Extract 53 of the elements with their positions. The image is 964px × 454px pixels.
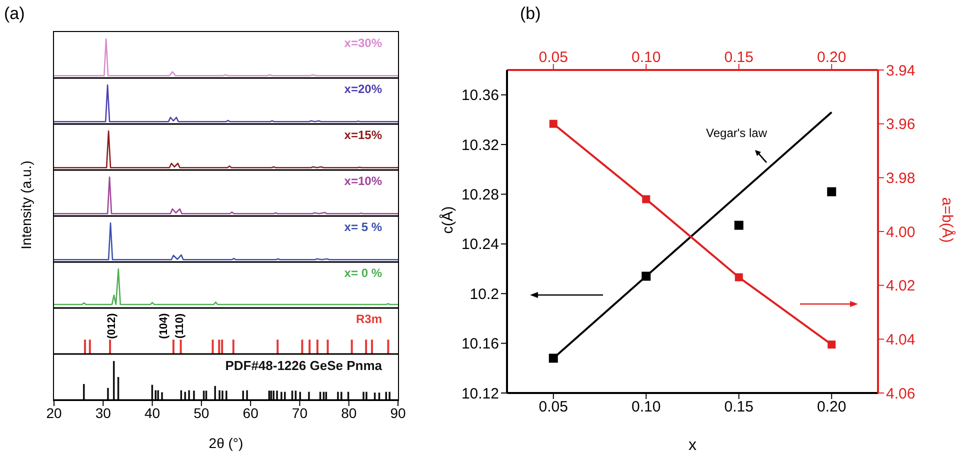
x-tick-label: 50 bbox=[194, 404, 210, 421]
x-tick-label: 20 bbox=[46, 404, 62, 421]
chart-title: (b) bbox=[520, 4, 541, 24]
y2-tick-label: 3.94 bbox=[886, 62, 916, 80]
y-tick-label: 10.32 bbox=[461, 136, 499, 154]
series-label: PDF#48-1226 GeSe Pnma bbox=[225, 358, 382, 373]
y2-tick-label: 4.04 bbox=[886, 331, 916, 348]
text: x=30% bbox=[344, 36, 382, 50]
text: (104) bbox=[158, 313, 170, 339]
x-tick-label: 0.20 bbox=[817, 49, 846, 66]
x-tick-label: 0.15 bbox=[724, 49, 754, 66]
x-tick-label: 70 bbox=[292, 404, 308, 421]
chart-title: (a) bbox=[4, 4, 25, 24]
y-tick-label: 10.24 bbox=[461, 236, 499, 254]
y2-axis-title: a=b(Å) bbox=[938, 197, 956, 243]
y-axis-title: c(Å) bbox=[440, 206, 456, 234]
point bbox=[549, 120, 558, 128]
x-axis-title: 2θ (°) bbox=[208, 435, 244, 451]
point bbox=[828, 340, 836, 349]
y-tick-label: 10.2 bbox=[470, 286, 499, 303]
x-tick-label: 80 bbox=[341, 404, 357, 421]
text: (012) bbox=[106, 313, 118, 339]
text: (110) bbox=[174, 313, 186, 339]
text: x= 0 % bbox=[344, 266, 382, 280]
x-tick-label: 60 bbox=[242, 404, 259, 421]
y2-tick-label: 3.98 bbox=[886, 170, 916, 187]
point bbox=[548, 354, 558, 363]
x-tick-label: 90 bbox=[390, 404, 406, 421]
y-tick-label: 10.12 bbox=[461, 385, 499, 402]
y-tick-label: 10.16 bbox=[461, 336, 499, 353]
text: x= 5 % bbox=[344, 220, 382, 234]
point bbox=[734, 273, 743, 282]
x-tick-label: 0.10 bbox=[632, 49, 661, 66]
y2-tick-label: 4.02 bbox=[886, 278, 916, 295]
x-tick-label: 40 bbox=[144, 404, 160, 421]
text: x=15% bbox=[344, 128, 382, 142]
y-tick-label: 10.28 bbox=[461, 186, 499, 204]
y-tick-label: 10.36 bbox=[461, 87, 499, 104]
y2-tick-label: 4.00 bbox=[886, 224, 916, 241]
point bbox=[827, 187, 836, 196]
point bbox=[734, 220, 744, 230]
y-axis-title: Intensity (a.u.) bbox=[18, 160, 34, 250]
x-tick-label: 0.05 bbox=[538, 49, 568, 66]
text: x=10% bbox=[344, 174, 382, 188]
y2-tick-label: 4.06 bbox=[886, 385, 916, 402]
x-axis-title: x bbox=[688, 437, 696, 454]
point bbox=[642, 272, 651, 281]
y2-tick-label: 3.96 bbox=[886, 116, 916, 134]
series-label: R3m bbox=[356, 312, 382, 326]
annotation: Vegar's law bbox=[706, 126, 767, 140]
text: x=20% bbox=[344, 82, 382, 96]
point bbox=[642, 195, 650, 204]
x-tick-label: 30 bbox=[95, 404, 112, 421]
